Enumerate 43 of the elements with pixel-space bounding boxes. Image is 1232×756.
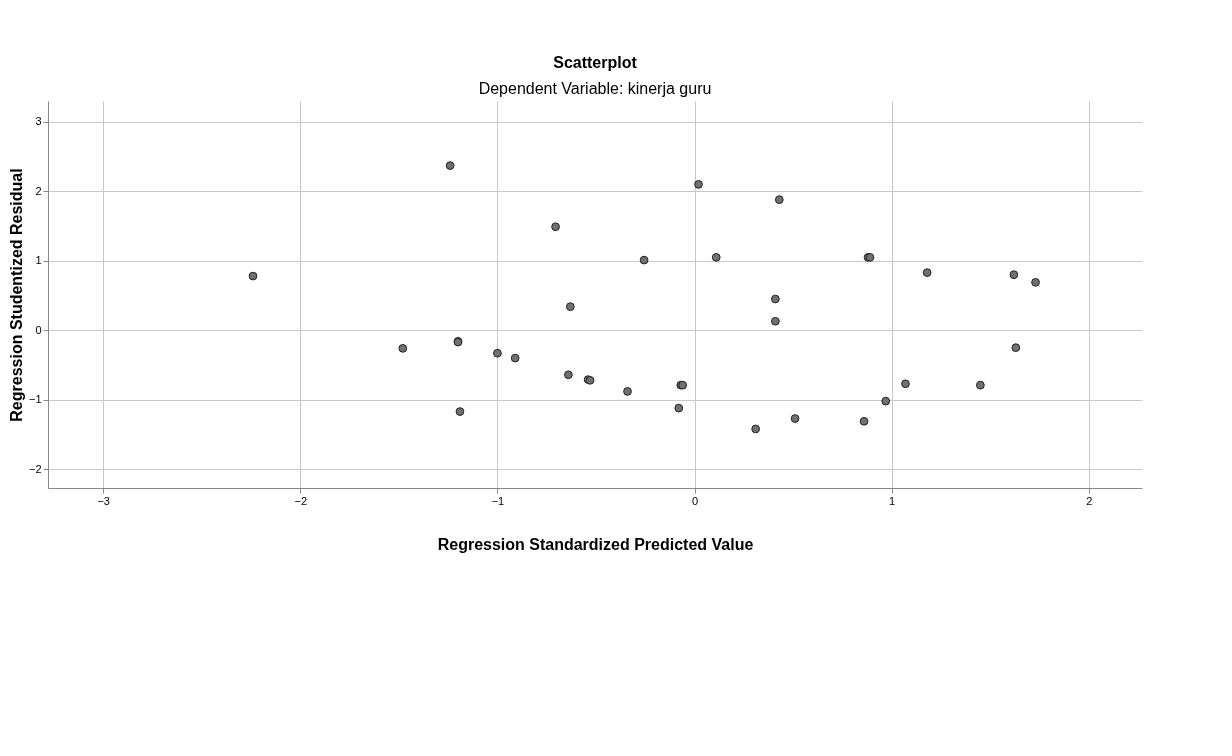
- point: [445, 161, 455, 170]
- y-tick-label: −2: [28, 462, 42, 475]
- x-tick-label: 2: [1086, 494, 1093, 507]
- y-tick-label: −1: [28, 393, 42, 406]
- point: [551, 222, 560, 232]
- point: [639, 255, 649, 265]
- y-tick-label: 0: [35, 323, 42, 336]
- point: [674, 403, 684, 413]
- point: [1011, 343, 1021, 353]
- point: [455, 407, 465, 416]
- point: [711, 252, 721, 262]
- point: [975, 380, 985, 390]
- point: [790, 414, 800, 423]
- x-tick-label: −1: [491, 494, 505, 507]
- x-tick-label: 0: [691, 494, 699, 507]
- y-axis-title: Regression Studentized Residual: [7, 168, 25, 422]
- point: [901, 379, 910, 389]
- point: [623, 387, 632, 396]
- point: [248, 271, 258, 281]
- point: [694, 180, 703, 189]
- y-tick-label: 2: [35, 184, 42, 197]
- x-tick-label: −3: [97, 494, 110, 507]
- y-tick-label: 1: [35, 254, 42, 267]
- x-axis-title: Regression Standardized Predicted Value: [437, 535, 754, 553]
- point: [881, 396, 891, 406]
- y-tick-label: 3: [35, 115, 42, 128]
- point: [770, 294, 780, 304]
- point: [922, 268, 932, 277]
- point: [493, 348, 502, 358]
- chart-title: Scatterplot: [553, 54, 638, 71]
- point: [564, 370, 573, 380]
- chart-subtitle: Dependent Variable: kinerja guru: [478, 80, 712, 97]
- point: [770, 316, 780, 326]
- point: [774, 195, 784, 205]
- x-tick-label: 1: [889, 494, 896, 507]
- point: [565, 302, 575, 312]
- point: [398, 343, 408, 353]
- point: [1031, 277, 1040, 287]
- x-tick-label: −2: [294, 494, 308, 507]
- point: [751, 424, 761, 434]
- point: [859, 416, 869, 426]
- point: [1009, 270, 1019, 280]
- point: [510, 353, 520, 363]
